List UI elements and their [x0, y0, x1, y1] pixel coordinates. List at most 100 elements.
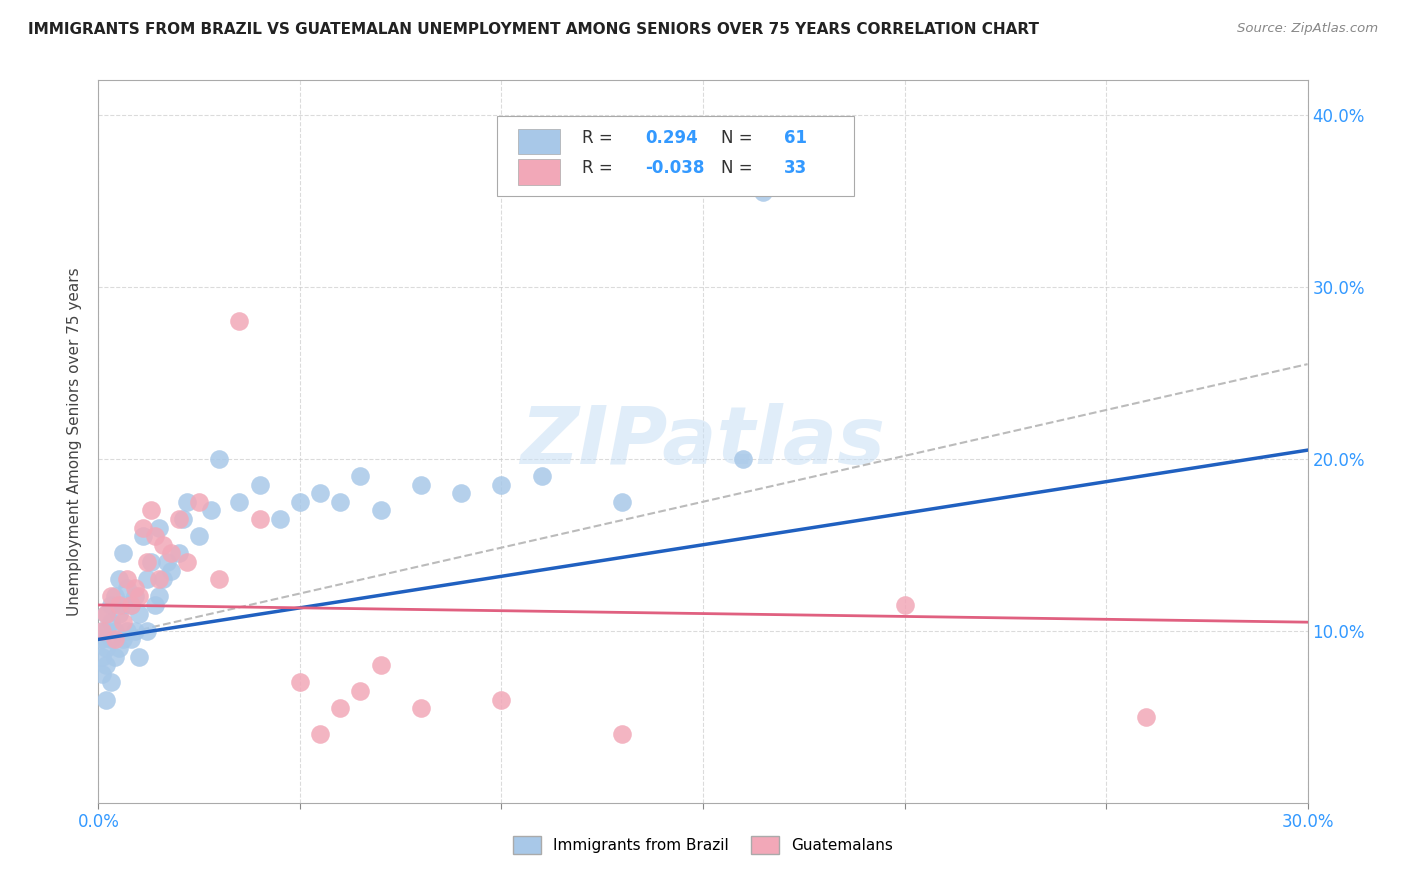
Point — [491, 692, 513, 706]
Text: N =: N = — [721, 160, 758, 178]
Point — [160, 564, 183, 578]
Y-axis label: Unemployment Among Seniors over 75 years: Unemployment Among Seniors over 75 years — [67, 268, 83, 615]
Point — [103, 590, 125, 604]
Point — [329, 701, 352, 715]
Point — [167, 512, 190, 526]
Point — [107, 598, 129, 612]
Point — [96, 692, 118, 706]
Point — [309, 486, 332, 500]
Point — [111, 615, 134, 630]
Point — [120, 632, 142, 647]
Point — [288, 675, 311, 690]
Point — [249, 512, 271, 526]
Text: IMMIGRANTS FROM BRAZIL VS GUATEMALAN UNEMPLOYMENT AMONG SENIORS OVER 75 YEARS CO: IMMIGRANTS FROM BRAZIL VS GUATEMALAN UNE… — [28, 22, 1039, 37]
Point — [733, 451, 755, 466]
Point — [176, 555, 198, 569]
FancyBboxPatch shape — [517, 129, 561, 154]
Point — [409, 477, 432, 491]
Point — [103, 624, 125, 638]
Point — [208, 451, 231, 466]
Text: N =: N = — [721, 129, 758, 147]
Point — [100, 632, 122, 647]
Point — [96, 607, 118, 621]
Point — [167, 546, 190, 560]
Point — [96, 640, 118, 655]
Point — [120, 598, 142, 612]
Point — [124, 590, 146, 604]
Point — [103, 649, 125, 664]
Text: Source: ZipAtlas.com: Source: ZipAtlas.com — [1237, 22, 1378, 36]
Point — [148, 572, 170, 586]
Point — [188, 494, 211, 508]
Point — [120, 598, 142, 612]
Point — [893, 598, 915, 612]
Point — [128, 590, 150, 604]
Point — [100, 590, 122, 604]
Point — [176, 494, 198, 508]
Point — [152, 572, 174, 586]
Point — [148, 590, 170, 604]
Point — [349, 469, 371, 483]
Text: 33: 33 — [785, 160, 807, 178]
FancyBboxPatch shape — [517, 160, 561, 185]
Point — [132, 520, 155, 534]
Point — [200, 503, 222, 517]
Point — [91, 632, 114, 647]
Text: -0.038: -0.038 — [645, 160, 704, 178]
Point — [156, 555, 179, 569]
Point — [269, 512, 291, 526]
Point — [124, 581, 146, 595]
Point — [128, 607, 150, 621]
Point — [370, 658, 392, 673]
Point — [530, 469, 553, 483]
Point — [288, 494, 311, 508]
Point — [100, 675, 122, 690]
Point — [612, 727, 634, 741]
Point — [100, 615, 122, 630]
Legend: Immigrants from Brazil, Guatemalans: Immigrants from Brazil, Guatemalans — [508, 830, 898, 860]
Point — [228, 314, 250, 328]
Point — [128, 649, 150, 664]
Point — [329, 494, 352, 508]
Point — [450, 486, 472, 500]
Point — [96, 624, 118, 638]
Text: 0.294: 0.294 — [645, 129, 697, 147]
Point — [409, 701, 432, 715]
Point — [111, 546, 134, 560]
Point — [91, 649, 114, 664]
Text: 61: 61 — [785, 129, 807, 147]
Point — [111, 598, 134, 612]
Point — [370, 503, 392, 517]
Point — [91, 624, 114, 638]
Text: R =: R = — [582, 129, 619, 147]
Point — [249, 477, 271, 491]
Point — [208, 572, 231, 586]
Point — [160, 546, 183, 560]
Point — [188, 529, 211, 543]
Point — [91, 666, 114, 681]
Point — [135, 624, 157, 638]
Point — [96, 607, 118, 621]
Text: ZIPatlas: ZIPatlas — [520, 402, 886, 481]
Point — [135, 555, 157, 569]
Point — [143, 598, 166, 612]
Point — [107, 640, 129, 655]
Point — [100, 598, 122, 612]
Point — [228, 494, 250, 508]
Point — [115, 581, 138, 595]
Point — [115, 624, 138, 638]
Point — [172, 512, 194, 526]
Point — [107, 572, 129, 586]
Text: R =: R = — [582, 160, 619, 178]
Point — [96, 658, 118, 673]
Point — [124, 624, 146, 638]
Point — [309, 727, 332, 741]
Point — [349, 684, 371, 698]
Point — [148, 520, 170, 534]
Point — [111, 632, 134, 647]
Point — [491, 477, 513, 491]
Point — [132, 529, 155, 543]
Point — [152, 538, 174, 552]
Point — [107, 607, 129, 621]
Point — [752, 185, 775, 199]
